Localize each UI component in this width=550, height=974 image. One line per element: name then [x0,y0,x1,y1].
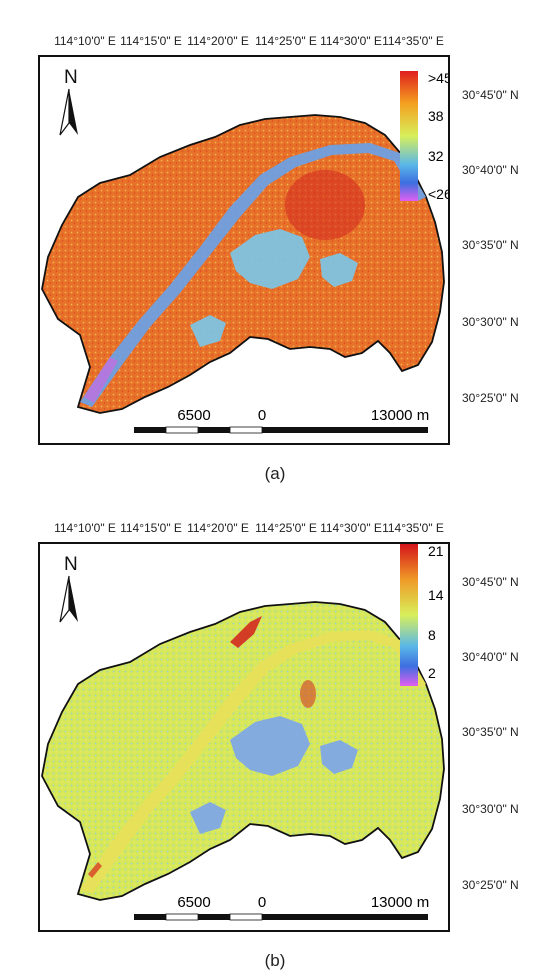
caption: (a) [264,464,286,483]
caption: (b) [264,951,286,970]
map-panel-b: 114°10'0" E 114°15'0" E 114°20'0" E 114°… [0,487,550,974]
latitude-label: 30°30'0" N [462,802,519,816]
cool-zone [84,357,118,403]
latitude-label: 30°40'0" N [462,163,519,177]
hot-zone [230,616,262,648]
river [80,630,426,894]
latitude-label: 30°40'0" N [462,650,519,664]
latitude-label: 30°35'0" N [462,238,519,252]
map-frame: N 21 14 8 2 6500 0 13000 m [38,542,450,932]
latitude-label: 30°25'0" N [462,878,519,892]
legend-min: <26 [428,186,448,202]
longitude-label: 114°25'0" E [255,34,317,48]
latitude-label: 30°45'0" N [462,88,519,102]
river [80,143,426,407]
longitude-label: 114°35'0" E [382,521,444,535]
legend-bar [400,71,418,201]
north-arrow-icon [59,575,70,623]
hot-zone [285,170,365,240]
latitude-label: 30°35'0" N [462,725,519,739]
temperature-map: N >45 38 32 <26 6500 0 13000 m [41,67,448,434]
longitude-label: 114°15'0" E [120,34,182,48]
latitude-label: 30°25'0" N [462,391,519,405]
lake [190,802,226,834]
scale-middle: 0 [258,407,266,424]
scale-middle: 0 [258,894,266,911]
lake [320,253,358,287]
north-label: N [64,67,78,88]
legend-tick: 38 [428,108,444,124]
longitude-label: 114°10'0" E [54,34,116,48]
lake [230,229,310,289]
north-arrow-icon [59,88,70,136]
hot-zone [300,680,316,708]
longitude-label: 114°25'0" E [255,521,317,535]
legend-tick: 8 [428,627,436,643]
scale-right: 13000 m [371,407,429,424]
legend-tick: 32 [428,148,444,164]
scale-right: 13000 m [371,894,429,911]
scale-left: 6500 [177,894,210,911]
legend-max: 21 [428,544,444,559]
north-label: N [64,554,78,575]
longitude-label: 114°20'0" E [187,521,249,535]
longitude-label: 114°35'0" E [382,34,444,48]
legend-tick: 14 [428,587,444,603]
latitude-label: 30°30'0" N [462,315,519,329]
lake [190,315,226,347]
scale-left: 6500 [177,407,210,424]
map-panel-a: 114°10'0" E 114°15'0" E 114°20'0" E 114°… [38,34,519,483]
scale-bar: 6500 0 13000 m [134,894,429,921]
legend-min: 2 [428,665,436,681]
map-frame: N >45 38 32 <26 6500 0 13000 m [38,55,450,445]
lake [230,716,310,776]
longitude-label: 114°30'0" E [320,521,382,535]
hot-zone [88,862,102,878]
latitude-label: 30°45'0" N [462,575,519,589]
longitude-label: 114°20'0" E [187,34,249,48]
scale-bar: 6500 0 13000 m [134,407,429,434]
longitude-label: 114°10'0" E [54,521,116,535]
longitude-label: 114°30'0" E [320,34,382,48]
longitude-label: 114°15'0" E [120,521,182,535]
legend-bar [400,544,418,686]
legend-max: >45 [428,70,448,86]
index-map: N 21 14 8 2 6500 0 13000 m [41,544,445,921]
lake [320,740,358,774]
